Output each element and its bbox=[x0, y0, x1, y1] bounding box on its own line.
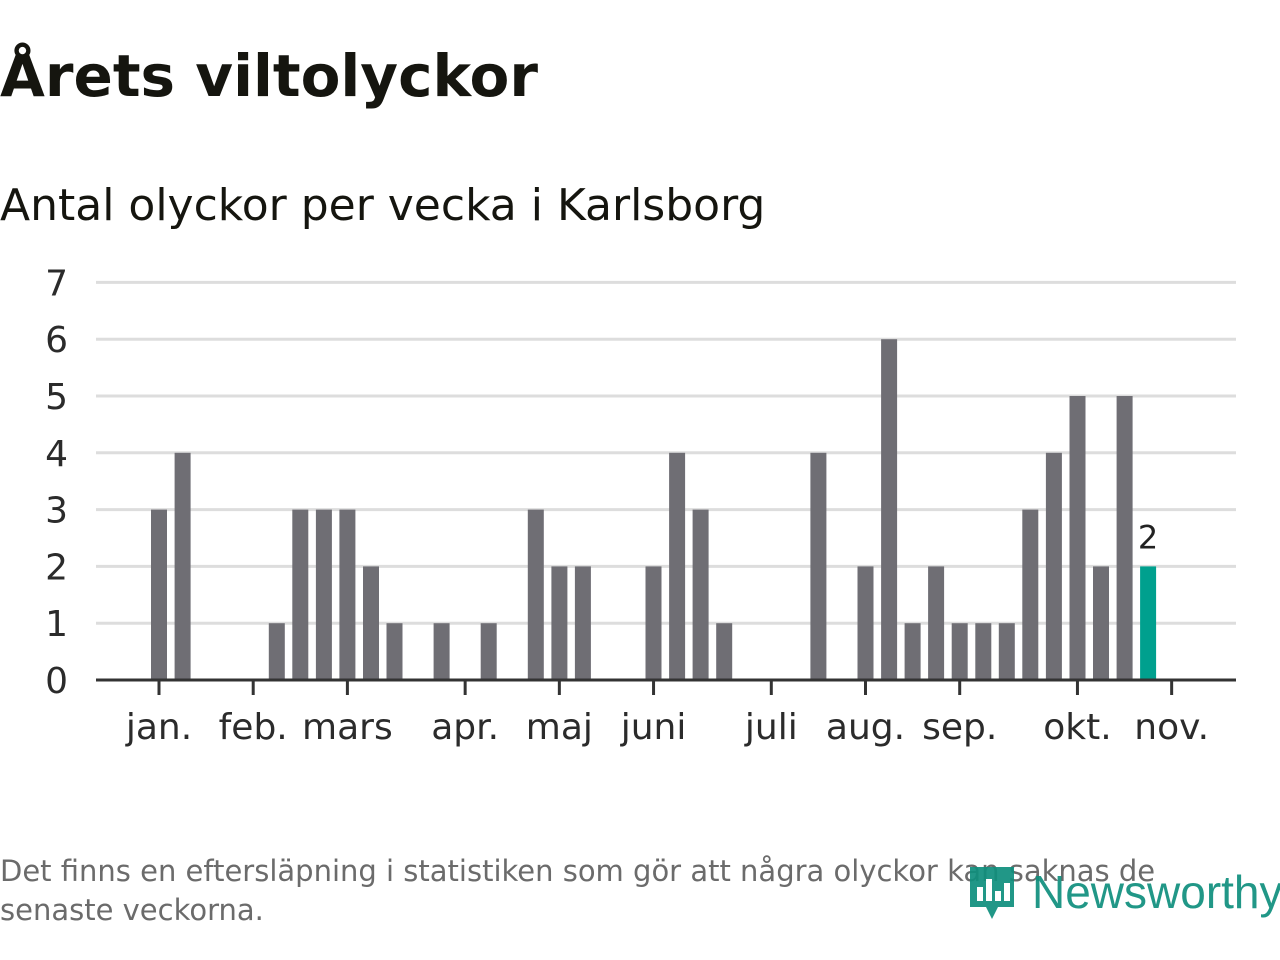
x-tick-label: mars bbox=[302, 707, 393, 748]
x-tick-label: sep. bbox=[922, 707, 997, 748]
bar bbox=[716, 623, 733, 680]
bar bbox=[268, 623, 285, 680]
x-tick-label: maj bbox=[526, 707, 593, 748]
bar bbox=[810, 452, 827, 680]
y-tick-label: 5 bbox=[45, 377, 68, 418]
bar bbox=[151, 509, 167, 680]
footnote: Det finns en eftersläpning i statistiken… bbox=[0, 854, 1156, 927]
bar bbox=[998, 623, 1015, 680]
x-tick-label: apr. bbox=[431, 707, 499, 748]
bar bbox=[1069, 396, 1086, 680]
bar bbox=[1093, 566, 1109, 680]
brand-logo: Newsworthy bbox=[966, 860, 1280, 924]
bar bbox=[1022, 509, 1039, 680]
x-tick-label: nov. bbox=[1134, 707, 1209, 748]
bar bbox=[433, 623, 450, 680]
bar bbox=[551, 566, 568, 680]
bar bbox=[1045, 452, 1062, 680]
bar bbox=[386, 623, 403, 680]
bar bbox=[363, 566, 379, 680]
bar bbox=[574, 566, 591, 680]
data-label: 2 bbox=[1138, 518, 1158, 556]
x-tick-label: jan. bbox=[125, 707, 192, 748]
brand-name: Newsworthy bbox=[1032, 866, 1280, 918]
x-tick-label: okt. bbox=[1043, 707, 1111, 748]
y-tick-label: 1 bbox=[45, 604, 68, 645]
newsworthy-chart-icon bbox=[970, 867, 1014, 919]
bar bbox=[292, 509, 309, 680]
bar bbox=[480, 623, 497, 680]
x-tick-label: juli bbox=[744, 707, 798, 748]
bar bbox=[669, 452, 686, 680]
bar bbox=[174, 452, 191, 680]
bar bbox=[928, 566, 945, 680]
chart-subtitle: Antal olyckor per vecka i Karlsborg bbox=[0, 180, 766, 231]
bar bbox=[645, 566, 662, 680]
y-tick-label: 0 bbox=[45, 661, 68, 702]
bar bbox=[975, 623, 992, 680]
bar bbox=[527, 509, 544, 680]
bar-chart: 0 1 2 3 4 5 6 7 2 jan. feb. mars apr. maj juni juli aug.… bbox=[45, 263, 1236, 748]
x-tick-label: aug. bbox=[826, 707, 905, 748]
bar bbox=[315, 509, 332, 680]
bar bbox=[1116, 396, 1133, 680]
bar-current-week bbox=[1140, 566, 1157, 680]
y-tick-label: 6 bbox=[45, 320, 68, 361]
bar bbox=[857, 566, 874, 680]
bar bbox=[951, 623, 968, 680]
x-tick-label: juni bbox=[620, 707, 687, 748]
bar bbox=[904, 623, 921, 680]
y-tick-label: 2 bbox=[45, 547, 68, 588]
bar bbox=[692, 509, 709, 680]
x-tick-label: feb. bbox=[219, 707, 288, 748]
y-tick-label: 3 bbox=[45, 491, 68, 532]
chart-title: Årets viltolyckor bbox=[0, 42, 538, 110]
bar bbox=[881, 339, 898, 680]
bar bbox=[339, 509, 356, 680]
y-tick-label: 7 bbox=[45, 263, 68, 304]
y-tick-label: 4 bbox=[45, 434, 68, 475]
